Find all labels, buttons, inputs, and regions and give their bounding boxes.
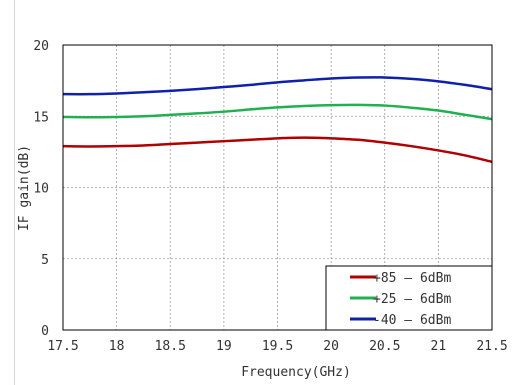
y-tick-label: 10 — [33, 182, 49, 197]
legend: +85 – 6dBm +25 – 6dBm -40 – 6dBm — [325, 265, 493, 331]
y-tick-label: 0 — [41, 324, 49, 339]
y-tick-label: 20 — [33, 39, 49, 54]
y-tick-label: 15 — [33, 110, 49, 125]
y-tick-label: 5 — [41, 253, 49, 268]
series-layer — [62, 76, 493, 164]
x-tick-label: 18 — [109, 339, 125, 354]
x-tick-label: 21.5 — [476, 339, 507, 354]
x-axis-label: Frequency(GHz) — [241, 365, 351, 380]
left-margin-rule — [14, 0, 15, 385]
x-tick-label: 19 — [216, 339, 232, 354]
y-axis-label: IF gain(dB) — [17, 145, 32, 231]
legend-label: +85 – 6dBm — [373, 271, 451, 286]
x-tick-label: 20.5 — [369, 339, 400, 354]
x-tick-labels: 17.5 18 18.5 19 19.5 20 20.5 21 21.5 — [47, 339, 507, 354]
series-line — [62, 103, 493, 121]
x-tick-label: 20 — [323, 339, 339, 354]
series-line — [62, 136, 493, 164]
legend-label: +25 – 6dBm — [373, 292, 451, 307]
x-tick-label: 17.5 — [47, 339, 78, 354]
x-tick-label: 19.5 — [262, 339, 293, 354]
x-tick-label: 21 — [431, 339, 447, 354]
series-line — [62, 76, 493, 96]
y-tick-labels: 0 5 10 15 20 — [33, 39, 49, 339]
x-tick-label: 18.5 — [155, 339, 186, 354]
plot-border — [62, 44, 493, 331]
legend-label: -40 – 6dBm — [373, 313, 451, 328]
